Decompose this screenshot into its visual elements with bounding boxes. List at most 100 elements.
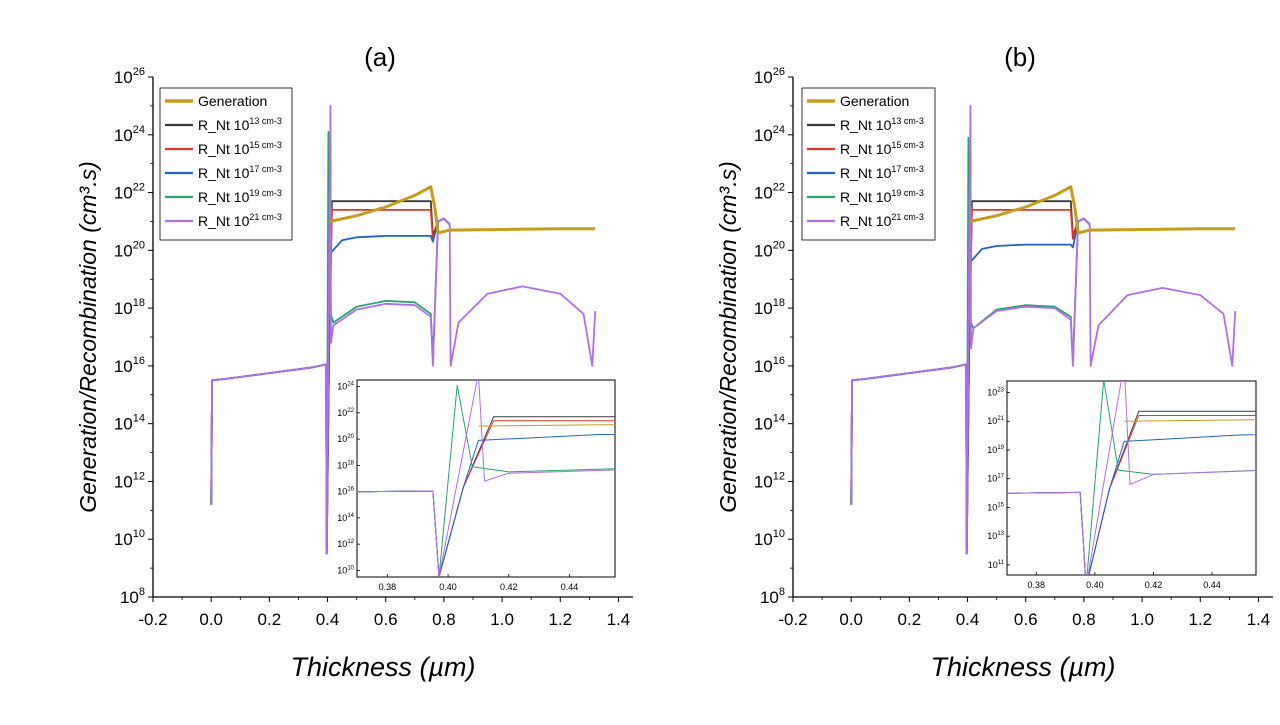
legend-label-exponent: 21 xyxy=(891,212,901,222)
legend-label-exponent: 19 xyxy=(891,188,901,198)
inset-y-tick-exponent: 16 xyxy=(347,487,354,493)
y-tick-label: 1026 xyxy=(754,66,785,87)
legend-label: Generation xyxy=(840,93,909,109)
legend-label-prefix: R_Nt 10 xyxy=(198,213,250,229)
inset-y-tick-label: 1014 xyxy=(337,513,354,523)
y-tick-label: 1010 xyxy=(754,528,785,549)
chart-panel-a: (a)1081010101210141016101810201022102410… xyxy=(75,42,633,682)
plot-area xyxy=(850,105,1237,555)
y-tick-exponent: 14 xyxy=(133,413,145,425)
y-tick-base: 10 xyxy=(120,588,139,607)
x-axis-title: Thickness (µm) xyxy=(290,652,475,682)
legend-label: R_Nt 1021 cm-3 xyxy=(840,212,924,229)
legend-label-prefix: R_Nt 10 xyxy=(198,141,250,157)
y-tick-exponent: 26 xyxy=(773,66,785,78)
plot-area xyxy=(210,105,597,555)
y-tick-base: 10 xyxy=(754,357,773,376)
inset-y-tick-exponent: 13 xyxy=(997,531,1004,537)
legend-label-suffix: cm-3 xyxy=(259,116,282,126)
inset-frame xyxy=(356,379,616,578)
x-axis-title: Thickness (µm) xyxy=(930,652,1115,682)
inset-y-tick-exponent: 19 xyxy=(997,445,1004,451)
inset-y-tick-label: 1022 xyxy=(337,408,354,418)
legend-label: Generation xyxy=(198,93,267,109)
y-tick-label: 1010 xyxy=(114,528,145,549)
inset-y-tick-exponent: 17 xyxy=(997,474,1004,480)
inset-y-tick-exponent: 24 xyxy=(347,382,354,388)
inset-y-tick-exponent: 14 xyxy=(347,513,354,519)
x-tick-label: 0.4 xyxy=(956,610,980,629)
y-tick-base: 10 xyxy=(114,415,133,434)
inset-y-tick-exponent: 11 xyxy=(998,560,1005,566)
inset-y-tick-label: 1012 xyxy=(337,539,354,549)
x-tick-label: 0.4 xyxy=(316,610,340,629)
y-tick-base: 10 xyxy=(754,126,773,145)
legend-label: R_Nt 1013 cm-3 xyxy=(840,116,924,133)
inset-y-tick-label: 1020 xyxy=(337,434,354,444)
inset-y-tick-base: 10 xyxy=(987,445,997,455)
inset-series-line-5 xyxy=(357,380,615,577)
legend-label-prefix: R_Nt 10 xyxy=(198,165,250,181)
y-tick-label: 1014 xyxy=(114,413,145,434)
legend-label: R_Nt 1021 cm-3 xyxy=(198,212,282,229)
inset-y-tick-exponent: 23 xyxy=(997,387,1004,393)
inset-y-tick-base: 10 xyxy=(337,382,347,392)
y-tick-base: 10 xyxy=(114,184,133,203)
y-tick-label: 1024 xyxy=(754,124,785,145)
inset-series-line-0 xyxy=(1124,419,1256,422)
series-line-5 xyxy=(850,105,1237,555)
legend-label-suffix: cm-3 xyxy=(259,164,282,174)
x-tick-label: 1.4 xyxy=(1247,610,1271,629)
inset-plot-area xyxy=(1007,381,1256,575)
y-tick-base: 10 xyxy=(760,588,779,607)
inset-y-tick-exponent: 21 xyxy=(997,416,1004,422)
inset-x-tick-label: 0.40 xyxy=(1086,580,1104,590)
inset-y-tick-exponent: 10 xyxy=(347,565,354,571)
y-tick-label: 1024 xyxy=(114,124,145,145)
legend-label-suffix: cm-3 xyxy=(901,212,924,222)
legend-label-suffix: cm-3 xyxy=(901,164,924,174)
y-tick-label: 1018 xyxy=(114,297,145,318)
inset-y-tick-base: 10 xyxy=(337,513,347,523)
y-tick-exponent: 22 xyxy=(773,182,785,194)
y-tick-label: 1020 xyxy=(754,239,785,260)
legend-label-exponent: 21 xyxy=(249,212,259,222)
legend-label-exponent: 15 xyxy=(249,140,259,150)
inset-y-tick-exponent: 22 xyxy=(347,408,354,414)
x-tick-label: -0.2 xyxy=(138,610,167,629)
legend-label-prefix: R_Nt 10 xyxy=(840,213,892,229)
inset-y-tick-label: 1018 xyxy=(337,460,354,470)
inset-y-tick-base: 10 xyxy=(337,565,347,575)
y-tick-label: 108 xyxy=(120,586,145,607)
inset-y-tick-label: 1021 xyxy=(987,416,1004,426)
legend-label: R_Nt 1013 cm-3 xyxy=(198,116,282,133)
y-tick-exponent: 12 xyxy=(773,470,785,482)
legend-label-prefix: R_Nt 10 xyxy=(198,189,250,205)
legend-label-suffix: cm-3 xyxy=(259,212,282,222)
inset-y-tick-label: 1024 xyxy=(337,382,354,392)
x-tick-label: 0.8 xyxy=(432,610,456,629)
legend-label: R_Nt 1019 cm-3 xyxy=(840,188,924,205)
chart-panel-b: (b)1081010101210141016101810201022102410… xyxy=(715,42,1273,682)
inset-y-tick-base: 10 xyxy=(337,408,347,418)
y-tick-exponent: 20 xyxy=(773,239,785,251)
y-tick-exponent: 26 xyxy=(133,66,145,78)
legend-label-prefix: R_Nt 10 xyxy=(840,117,892,133)
chart-title: (a) xyxy=(364,42,396,72)
y-tick-base: 10 xyxy=(114,357,133,376)
y-tick-exponent: 16 xyxy=(773,355,785,367)
legend-label-exponent: 13 xyxy=(249,116,259,126)
y-tick-exponent: 12 xyxy=(133,470,145,482)
y-tick-label: 1018 xyxy=(754,297,785,318)
y-tick-exponent: 8 xyxy=(139,586,145,598)
inset-x-tick-label: 0.44 xyxy=(561,582,579,592)
inset-y-tick-label: 1011 xyxy=(988,560,1005,570)
inset-series-line-0 xyxy=(478,424,615,427)
y-axis-title: Generation/Recombination (cm³.s) xyxy=(715,161,741,513)
y-tick-base: 10 xyxy=(754,68,773,87)
y-tick-base: 10 xyxy=(754,184,773,203)
